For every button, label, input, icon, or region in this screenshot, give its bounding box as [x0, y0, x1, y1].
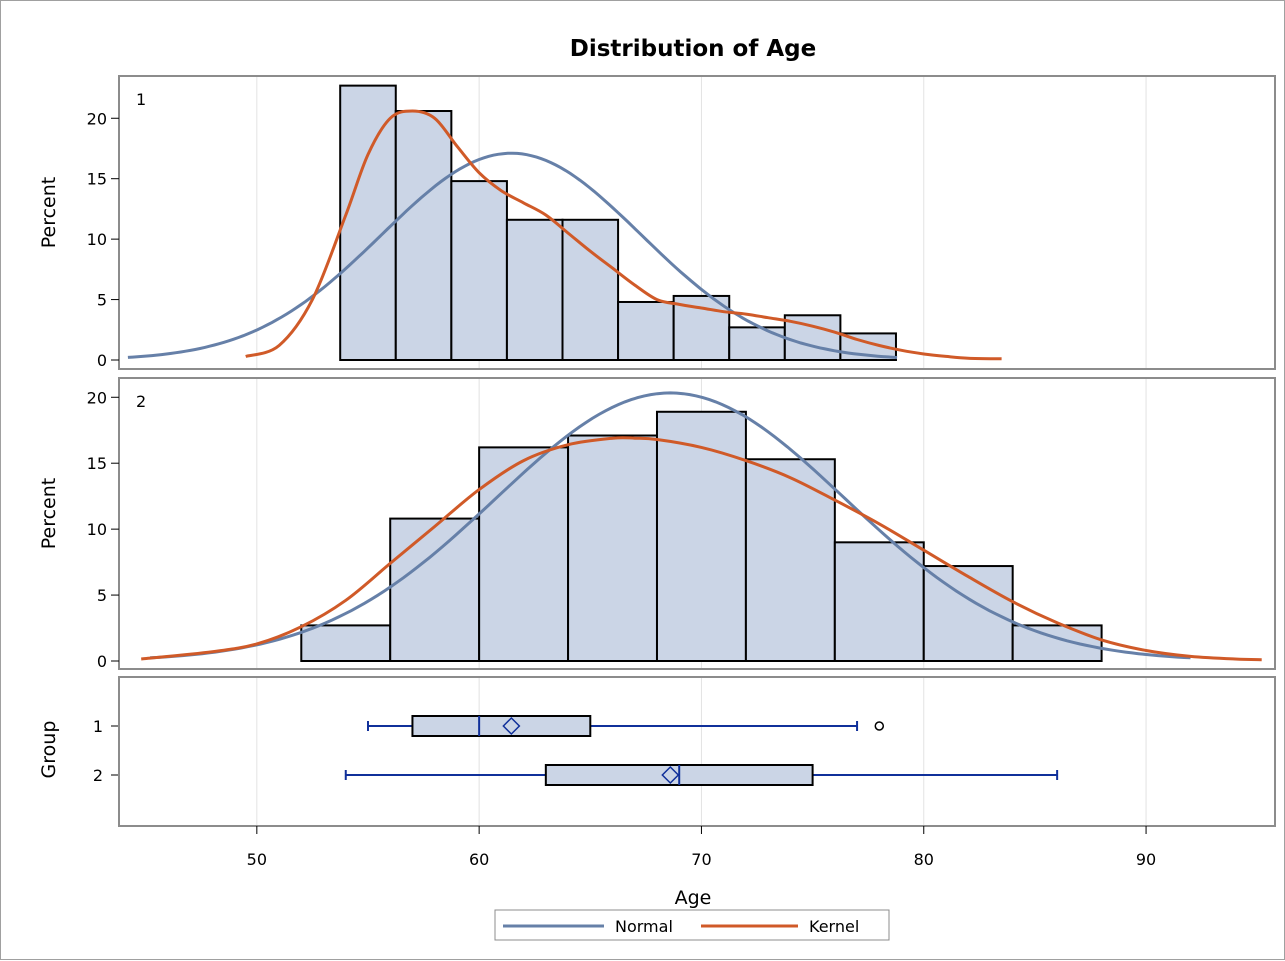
x-axis-label: Age [675, 887, 712, 909]
panel-2-ytick-label-0: 0 [97, 652, 107, 671]
boxplot-ylabel: Group [38, 721, 60, 779]
panel-1-ylabel: Percent [38, 177, 60, 249]
legend-kernel-label: Kernel [809, 917, 859, 936]
panel-2-normal-curve [150, 391, 1191, 660]
panel-2-bar-6 [744, 458, 836, 662]
panel-1-ytick-label-20: 20 [87, 109, 107, 128]
panel-2-label: 2 [136, 392, 146, 411]
xtick-label-80: 80 [914, 850, 934, 869]
panel-1-normal-curve [127, 151, 898, 359]
panel-2-bar-4 [567, 434, 658, 662]
panel-2-bar-2 [389, 517, 481, 663]
panel-2-bar-9 [1011, 624, 1103, 662]
boxplot-group-1-mean-marker [502, 716, 521, 736]
panel-1-bar-4 [505, 218, 564, 361]
panel-1-bar-1 [339, 84, 397, 361]
xtick-label-90: 90 [1136, 850, 1156, 869]
panel-2-bar-7 [833, 541, 925, 663]
panel-2-ytick-label-20: 20 [87, 388, 107, 407]
boxplot-group-1-box [411, 715, 592, 737]
panel-1-border [118, 75, 1276, 370]
boxplot-group-1-outlier-1 [874, 721, 885, 731]
panel-1-ytick-label-0: 0 [97, 351, 107, 370]
panel-2-border [118, 377, 1276, 670]
boxplot-background [119, 677, 1275, 826]
histogram-panel-1: 0 5 10 15 20 Percent 1 [38, 75, 1276, 370]
boxplot-group-1-ytick-label: 1 [93, 717, 103, 736]
legend: Normal Kernel [494, 909, 890, 941]
histogram-panel-2: 0 5 10 15 20 Percent 2 [38, 377, 1276, 671]
panel-2-ylabel: Percent [38, 478, 60, 550]
panel-2-ytick-label-10: 10 [87, 520, 107, 539]
panel-1-ytick-label-5: 5 [97, 291, 107, 310]
boxplot-panel: 1 2 Group [38, 676, 1276, 827]
panel-2-kernel-curve [141, 436, 1262, 662]
xtick-label-50: 50 [247, 850, 267, 869]
panel-1-bar-6 [617, 300, 675, 361]
panel-2-bar-5 [655, 410, 747, 662]
panel-1-kernel-curve [245, 109, 1002, 361]
panel-2-ytick-label-5: 5 [97, 586, 107, 605]
chart-title: Distribution of Age [570, 36, 816, 62]
panel-1-label: 1 [136, 90, 146, 109]
boxplot-border [118, 676, 1276, 827]
panel-1-bar-5 [561, 218, 620, 361]
panel-2-bar-8 [922, 565, 1014, 663]
panel-2-ytick-label-15: 15 [87, 454, 107, 473]
x-axis: 50 60 70 80 90 [247, 826, 1156, 869]
panel-1-bar-2 [394, 110, 453, 361]
panel-1-bar-8 [728, 326, 786, 361]
xtick-label-60: 60 [469, 850, 489, 869]
panel-1-ytick-label-15: 15 [87, 170, 107, 189]
xtick-label-70: 70 [691, 850, 711, 869]
panel-2-bar-1 [300, 624, 392, 662]
panel-1-ytick-label-10: 10 [87, 230, 107, 249]
panel-1-bar-3 [450, 180, 508, 361]
boxplot-group-2-ytick-label: 2 [93, 766, 103, 785]
boxplot-group-2-mean-marker [661, 765, 680, 785]
legend-normal-label: Normal [615, 917, 673, 936]
legend-box [494, 909, 890, 941]
